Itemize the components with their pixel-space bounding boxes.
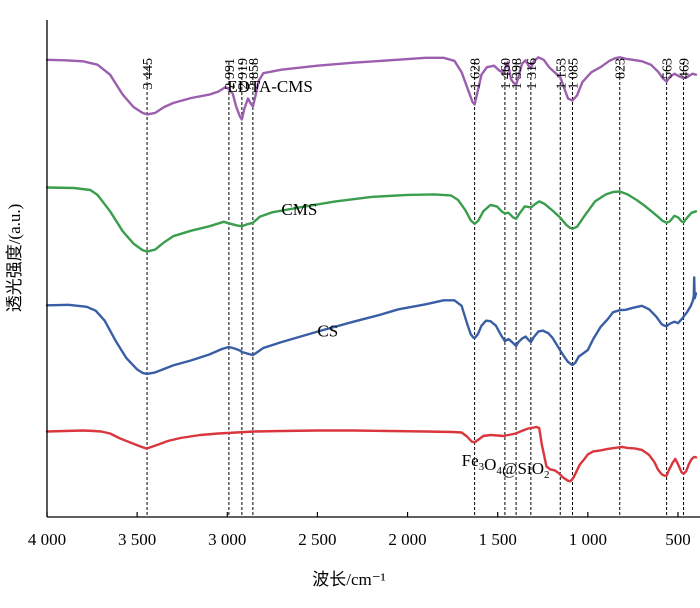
peak-marker-label: 1 316 [525, 58, 540, 90]
series-labels: EDTA-CMS CMS CS Fe3O4@SiO2 [227, 77, 549, 481]
x-tick-label: 500 [665, 530, 691, 549]
x-axis-title: 波长/cm⁻¹ [312, 570, 386, 589]
y-axis-title: 透光强度/(a.u.) [5, 204, 24, 313]
x-tick-label: 2 500 [298, 530, 336, 549]
x-tick-label: 2 000 [388, 530, 426, 549]
series-label: CS [317, 322, 338, 341]
axes [46, 20, 700, 518]
peak-marker-lines [146, 62, 685, 517]
peak-marker-label: 2 991 [223, 58, 238, 90]
peak-marker-label: 3 445 [141, 58, 156, 90]
peak-marker-label: 1 398 [510, 58, 525, 90]
peak-marker-label: 469 [678, 58, 693, 79]
x-tick-label: 3 000 [208, 530, 246, 549]
spectra-series [45, 56, 698, 483]
peak-marker-label: 1 628 [469, 58, 484, 90]
x-tick-label: 1 000 [569, 530, 607, 549]
series-line [45, 276, 698, 376]
peak-marker-label: 1 153 [554, 58, 569, 90]
peak-marker-label: 1 460 [499, 58, 514, 90]
x-axis-ticks: 4 000 3 500 3 000 2 500 2 000 1 500 1 000 500 [28, 512, 691, 549]
series-label: Fe3O4@SiO2 [462, 451, 550, 481]
peak-marker-label: 2 919 [236, 58, 251, 90]
series-line [45, 56, 698, 121]
series-line [45, 425, 698, 483]
peak-marker-label: 1 085 [567, 58, 582, 90]
x-tick-label: 1 500 [479, 530, 517, 549]
series-label: CMS [281, 200, 317, 219]
peak-marker-label: 2 858 [247, 58, 262, 90]
peak-marker-label: 563 [661, 58, 676, 79]
series-line [45, 186, 698, 253]
x-tick-label: 4 000 [28, 530, 66, 549]
series-label: EDTA-CMS [227, 77, 313, 96]
x-tick-label: 3 500 [118, 530, 156, 549]
peak-marker-label: 823 [614, 58, 629, 79]
